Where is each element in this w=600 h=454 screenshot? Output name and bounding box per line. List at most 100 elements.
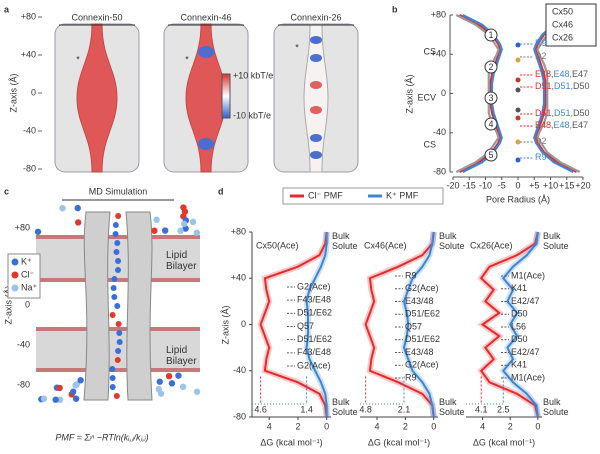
x-tick-label: 4 xyxy=(267,421,272,431)
residue-part: R9 xyxy=(535,38,547,48)
ion xyxy=(56,384,63,392)
ion xyxy=(72,382,79,389)
equation: PMF = Σᵢⁿ −RTln(kᵢ,ⱼ/kⱼ,ᵢ) xyxy=(55,432,148,442)
y-axis-label: Z-axis (Å) xyxy=(404,75,414,114)
ion xyxy=(70,388,77,395)
legend-dot xyxy=(11,258,19,266)
site-circle xyxy=(484,117,498,131)
ion xyxy=(110,285,117,291)
asterisk: * xyxy=(76,54,80,64)
ion xyxy=(161,227,169,234)
x-tick-label: 0 xyxy=(515,180,520,190)
y-axis-label: Z-axis (Å) xyxy=(220,306,230,345)
residue-part: D2 xyxy=(535,51,547,61)
x-tick-label: 0 xyxy=(324,421,329,431)
residue-atom xyxy=(515,115,521,121)
radius-profile xyxy=(536,14,581,173)
residue-label: D2 xyxy=(535,51,547,61)
site-label: D51/E62 xyxy=(405,334,440,344)
site-number: 3 xyxy=(488,93,493,103)
site-label: K41 xyxy=(511,360,527,370)
legend-entry: Na⁺ xyxy=(21,282,38,292)
site-circle xyxy=(484,148,498,162)
x-tick-label: -15 xyxy=(463,180,476,190)
y-tick-label: -40 xyxy=(233,365,246,375)
y-tick-label: +40 xyxy=(431,49,446,59)
y-tick-label: -40 xyxy=(17,339,30,349)
ion xyxy=(156,378,163,385)
site-number: 4 xyxy=(488,119,493,129)
site-label: D51/E62 xyxy=(297,308,332,318)
residue-atom xyxy=(515,107,521,113)
residue-part: R9 xyxy=(535,152,547,162)
x-tick-label: -10 xyxy=(479,180,492,190)
panel-letter: a xyxy=(4,4,10,14)
site-circle xyxy=(484,28,498,42)
ion xyxy=(175,372,182,379)
ion xyxy=(72,395,80,402)
ion xyxy=(109,384,116,390)
asterisk: * xyxy=(185,54,189,64)
ion xyxy=(114,303,121,309)
ion xyxy=(116,339,123,345)
legend-entry: K⁺ PMF xyxy=(386,190,419,200)
panel-title: MD Simulation xyxy=(89,186,148,196)
legend-box xyxy=(545,3,597,47)
pore-patch xyxy=(310,81,322,89)
x-axis-label: ΔG (kcal mol⁻¹) xyxy=(260,437,322,447)
site-label: M1(Ace) xyxy=(511,270,545,280)
peak-label: 1.4 xyxy=(300,404,313,414)
pmf-curve xyxy=(402,231,435,418)
radius-profile xyxy=(533,14,574,173)
y-tick-label: +40 xyxy=(21,49,36,59)
x-tick-label: 0 xyxy=(431,421,436,431)
ion xyxy=(40,395,48,402)
y-tick-label: 0 xyxy=(25,299,30,309)
ion xyxy=(74,204,81,212)
legend-entry: Cx50 xyxy=(552,6,573,16)
ion xyxy=(179,383,187,391)
ion xyxy=(181,208,189,215)
site-number: 1 xyxy=(488,30,493,40)
x-tick-label: 0 xyxy=(535,421,540,431)
site-label: G2(Ace) xyxy=(405,360,439,370)
pore-patch xyxy=(310,151,322,159)
site-label: D51/E62 xyxy=(297,334,332,344)
pmf-curve xyxy=(305,232,328,417)
x-tick-label: +5 xyxy=(529,180,539,190)
legend-box xyxy=(282,187,444,205)
peak-label: 4.8 xyxy=(359,404,372,414)
y-tick-label: +80 xyxy=(15,222,30,232)
pore-patch xyxy=(310,106,322,114)
ion xyxy=(115,348,122,354)
ion xyxy=(77,377,84,384)
y-tick-label: -80 xyxy=(233,411,246,421)
panel-letter: d xyxy=(218,186,224,196)
residue-label: D51,D51,D50 xyxy=(535,108,590,118)
y-axis-label: Z-axis (Å) xyxy=(8,74,18,113)
residue-part: D51, xyxy=(535,108,554,118)
y-tick-label: -80 xyxy=(23,163,36,173)
residue-atom xyxy=(515,87,521,93)
pore-channel xyxy=(76,23,118,173)
ion xyxy=(74,219,82,226)
ion xyxy=(109,366,116,372)
pmf-curve xyxy=(364,231,435,418)
site-label: G2(Ace) xyxy=(297,360,331,370)
y-tick-label: -40 xyxy=(433,127,446,137)
site-label: M1(Ace) xyxy=(511,372,545,382)
y-tick-label: -80 xyxy=(17,379,30,389)
ion xyxy=(113,393,120,399)
pore-title: Connexin-26 xyxy=(290,12,341,22)
x-tick-label: 2 xyxy=(403,421,408,431)
ion xyxy=(109,312,116,318)
residue-part: D50 xyxy=(573,108,590,118)
x-tick-label: 2 xyxy=(508,421,513,431)
ion xyxy=(193,388,201,395)
residue-part: D51, xyxy=(554,108,573,118)
ion xyxy=(177,227,184,234)
ion xyxy=(34,228,42,235)
ion xyxy=(193,229,201,236)
